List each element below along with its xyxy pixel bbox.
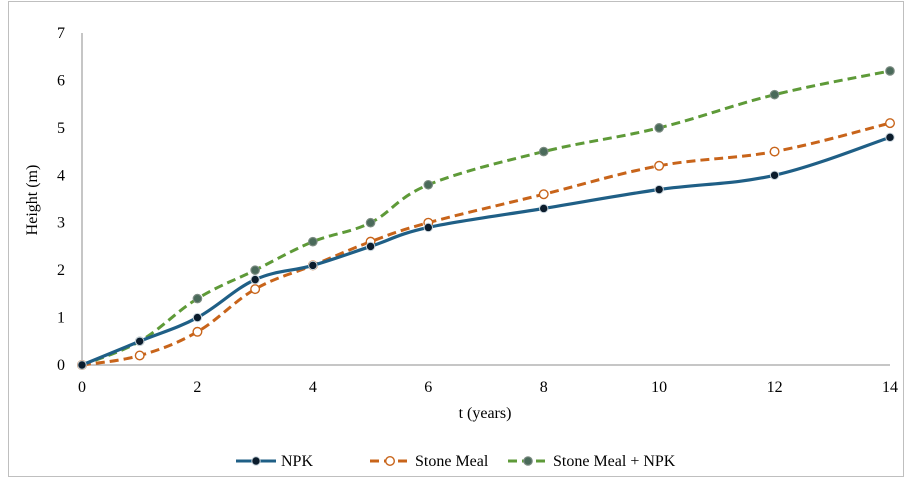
- series-npk: [77, 132, 895, 370]
- data-point: [308, 260, 318, 271]
- x-tick-label: 14: [882, 379, 898, 396]
- data-point: [769, 89, 780, 100]
- data-point: [365, 241, 376, 252]
- data-point: [769, 146, 780, 157]
- data-point: [365, 217, 376, 228]
- data-point: [769, 170, 780, 180]
- x-tick-label: 4: [309, 379, 317, 396]
- legend-item: Stone Meal: [370, 453, 489, 470]
- data-point: [885, 132, 895, 143]
- data-point: [423, 179, 434, 190]
- x-tick-label: 10: [651, 379, 667, 396]
- data-point: [134, 350, 145, 361]
- y-tick-label: 1: [57, 310, 65, 327]
- series-line: [81, 135, 891, 367]
- series-line: [81, 121, 891, 367]
- data-point: [77, 360, 87, 370]
- y-tick-label: 7: [57, 25, 65, 42]
- legend-marker: [251, 456, 261, 466]
- data-point: [250, 274, 260, 285]
- x-tick-label: 0: [78, 379, 86, 396]
- data-point: [192, 293, 203, 304]
- y-tick-label: 2: [57, 262, 65, 279]
- legend-item: NPK: [236, 453, 313, 470]
- data-point: [423, 222, 433, 233]
- y-tick-label: 5: [57, 120, 65, 137]
- series-line: [81, 69, 891, 367]
- legend-marker: [385, 456, 396, 467]
- x-tick-label: 12: [767, 379, 783, 396]
- y-tick-label: 0: [57, 357, 65, 374]
- data-point: [538, 146, 549, 157]
- x-tick-label: 8: [540, 379, 548, 396]
- data-point: [308, 236, 318, 247]
- data-point: [885, 118, 896, 129]
- y-axis-title: Height (m): [24, 165, 41, 236]
- x-tick-label: 2: [193, 379, 201, 396]
- data-point: [192, 326, 203, 337]
- data-point: [654, 123, 664, 133]
- data-point: [250, 284, 261, 295]
- data-point: [654, 160, 665, 171]
- data-point: [539, 203, 549, 214]
- legend-label: NPK: [281, 453, 313, 470]
- series-stone-meal: [76, 118, 896, 371]
- data-point: [135, 336, 145, 346]
- legend-item: Stone Meal + NPK: [508, 453, 676, 470]
- y-tick-label: 4: [57, 167, 65, 184]
- legend-label: Stone Meal + NPK: [553, 453, 676, 470]
- legend-marker: [523, 456, 533, 466]
- legend-label: Stone Meal: [415, 453, 489, 470]
- x-tick-label: 6: [424, 379, 432, 396]
- data-point: [192, 312, 203, 323]
- data-point: [538, 189, 549, 200]
- data-point: [250, 265, 260, 275]
- data-point: [885, 66, 895, 76]
- y-tick-label: 3: [57, 215, 65, 232]
- y-tick-label: 6: [57, 72, 65, 89]
- x-axis-title: t (years): [459, 405, 512, 422]
- series-layer: [76, 66, 896, 371]
- data-point: [654, 184, 664, 195]
- chart-frame: [8, 1, 904, 477]
- legend: NPK Stone Meal Stone Meal + NPK: [236, 453, 676, 470]
